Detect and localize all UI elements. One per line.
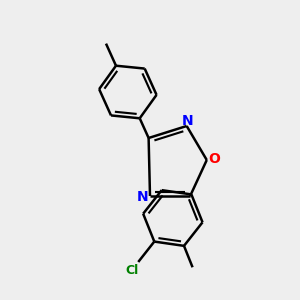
Text: O: O (208, 152, 220, 167)
Text: Cl: Cl (125, 264, 138, 277)
Text: N: N (137, 190, 148, 204)
Text: N: N (182, 114, 194, 128)
